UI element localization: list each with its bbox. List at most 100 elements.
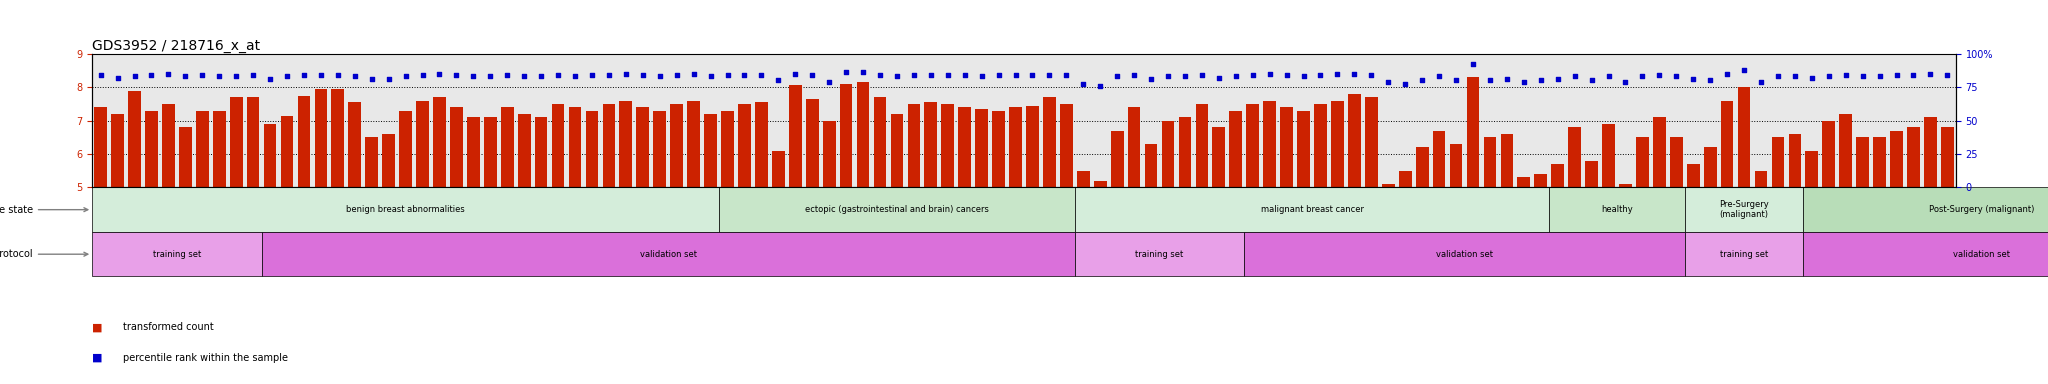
Bar — [1855, 137, 1870, 354]
Bar — [1704, 147, 1716, 354]
Bar — [451, 107, 463, 354]
Point — [1626, 73, 1659, 79]
Bar — [653, 111, 666, 354]
Point — [1812, 73, 1845, 79]
Bar — [1061, 104, 1073, 354]
Text: validation set: validation set — [1436, 250, 1493, 259]
Bar — [1128, 107, 1141, 354]
Bar — [823, 121, 836, 354]
Text: validation set: validation set — [1952, 250, 2009, 259]
Bar — [416, 101, 428, 354]
Bar — [1907, 127, 1919, 354]
Point — [406, 72, 438, 78]
Bar — [1466, 77, 1479, 354]
Text: ■: ■ — [92, 353, 102, 363]
Point — [1559, 73, 1591, 79]
Point — [1202, 75, 1235, 81]
Point — [1389, 81, 1421, 88]
Bar — [602, 104, 614, 354]
Bar — [1620, 184, 1632, 354]
Point — [1423, 73, 1456, 79]
Point — [457, 73, 489, 79]
Point — [135, 72, 168, 78]
Text: disease state: disease state — [0, 205, 88, 215]
Point — [541, 72, 573, 78]
Point — [1169, 73, 1202, 79]
Point — [1186, 72, 1219, 78]
Bar — [1585, 161, 1597, 354]
Bar — [92, 232, 262, 276]
Point — [1219, 73, 1251, 79]
Bar — [383, 134, 395, 354]
Bar — [705, 114, 717, 354]
Bar — [856, 82, 870, 354]
Bar — [1077, 171, 1090, 354]
Bar — [1686, 232, 1804, 276]
Point — [1135, 76, 1167, 82]
Point — [1016, 72, 1049, 78]
Bar — [721, 111, 733, 354]
Point — [203, 73, 236, 79]
Bar — [94, 107, 106, 354]
Point — [881, 73, 913, 79]
Point — [559, 73, 592, 79]
Bar — [891, 114, 903, 354]
Text: healthy: healthy — [1602, 205, 1632, 214]
Bar — [1804, 232, 2048, 276]
Point — [424, 71, 457, 77]
Point — [1591, 73, 1624, 79]
Bar — [502, 107, 514, 354]
Point — [473, 73, 506, 79]
Point — [356, 76, 389, 82]
Point — [1372, 79, 1405, 85]
Bar — [756, 102, 768, 354]
Point — [1118, 72, 1151, 78]
Bar — [1874, 137, 1886, 354]
Point — [1542, 76, 1575, 82]
Bar — [907, 104, 920, 354]
Point — [1642, 72, 1675, 78]
Bar — [670, 104, 684, 354]
Point — [678, 71, 711, 77]
Bar — [1720, 101, 1733, 354]
Bar — [1755, 171, 1767, 354]
Text: protocol: protocol — [0, 249, 88, 259]
Bar — [1245, 232, 1686, 276]
Point — [1032, 72, 1065, 78]
Bar — [1145, 144, 1157, 354]
Bar — [1534, 174, 1546, 354]
Point — [1778, 73, 1810, 79]
Point — [762, 78, 795, 84]
Bar — [1669, 137, 1683, 354]
Bar — [246, 97, 260, 354]
Bar — [1315, 104, 1327, 354]
Point — [1761, 73, 1794, 79]
Point — [1440, 78, 1473, 84]
Point — [1677, 76, 1710, 82]
Point — [897, 72, 930, 78]
Bar — [1806, 151, 1819, 354]
Point — [965, 73, 997, 79]
Bar — [1772, 137, 1784, 354]
Point — [1575, 78, 1608, 84]
Bar — [197, 111, 209, 354]
Bar — [788, 86, 801, 354]
Point — [84, 72, 117, 78]
Text: Post-Surgery (malignant): Post-Surgery (malignant) — [1929, 205, 2034, 214]
Bar — [1399, 171, 1411, 354]
Text: training set: training set — [1720, 250, 1767, 259]
Point — [643, 73, 676, 79]
Bar — [1686, 187, 1804, 232]
Bar — [1110, 131, 1124, 354]
Bar — [229, 97, 242, 354]
Bar — [637, 107, 649, 354]
Bar — [1890, 131, 1903, 354]
Text: Pre-Surgery
(malignant): Pre-Surgery (malignant) — [1718, 200, 1769, 219]
Point — [1610, 79, 1642, 85]
Bar — [1653, 117, 1665, 354]
Bar — [958, 107, 971, 354]
Point — [610, 71, 643, 77]
Bar — [1331, 101, 1343, 354]
Text: ectopic (gastrointestinal and brain) cancers: ectopic (gastrointestinal and brain) can… — [805, 205, 989, 214]
Point — [1405, 78, 1438, 84]
